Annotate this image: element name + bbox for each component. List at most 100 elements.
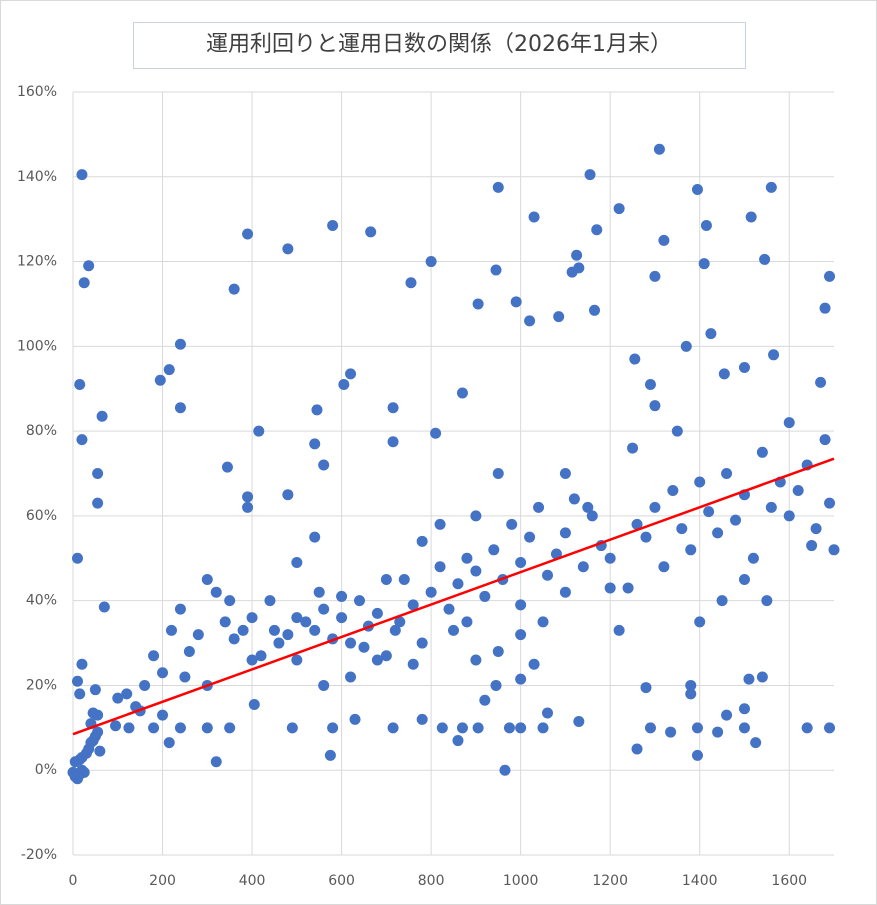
data-point	[248, 699, 260, 711]
data-point	[765, 181, 777, 193]
data-point	[407, 658, 419, 670]
data-point	[253, 425, 265, 437]
x-tick-label: 1400	[682, 873, 718, 889]
data-point	[192, 629, 204, 641]
data-point	[559, 468, 571, 479]
data-point	[824, 722, 836, 734]
data-point	[174, 722, 186, 734]
data-point	[349, 713, 361, 725]
data-point	[345, 637, 357, 649]
data-point	[568, 493, 580, 505]
data-point	[653, 143, 665, 155]
data-point	[163, 737, 175, 749]
data-point	[819, 434, 831, 446]
data-point	[640, 682, 652, 694]
data-point	[74, 378, 86, 390]
data-point	[499, 764, 511, 776]
data-point	[759, 253, 771, 265]
data-point	[550, 548, 562, 560]
data-point	[703, 506, 715, 518]
data-point	[622, 582, 634, 594]
data-point	[318, 679, 330, 691]
data-point	[667, 484, 679, 496]
y-tick-label: 20%	[26, 677, 57, 693]
y-tick-label: -20%	[21, 847, 57, 863]
data-point	[515, 629, 527, 641]
data-point	[492, 468, 504, 479]
data-point	[389, 624, 401, 636]
data-point	[613, 624, 625, 636]
data-point	[268, 624, 280, 636]
data-point	[815, 376, 827, 388]
data-point	[649, 400, 661, 412]
data-point	[528, 658, 540, 670]
data-point	[353, 595, 365, 607]
x-tick-label: 0	[69, 873, 78, 889]
data-point	[503, 722, 515, 734]
data-point	[83, 260, 95, 272]
data-point	[387, 402, 399, 414]
data-point	[712, 726, 724, 738]
data-point	[76, 434, 88, 446]
data-point	[685, 688, 697, 700]
data-point	[783, 510, 795, 522]
data-point	[380, 573, 392, 585]
data-point	[470, 510, 482, 522]
data-point	[524, 531, 536, 543]
data-point	[456, 387, 468, 399]
y-tick-label: 100%	[17, 338, 57, 354]
data-point	[631, 743, 643, 755]
data-point	[201, 722, 213, 734]
data-point	[436, 722, 448, 734]
data-point	[71, 675, 83, 687]
data-point	[676, 523, 688, 535]
data-point	[387, 722, 399, 734]
data-point	[604, 582, 616, 594]
data-point	[291, 612, 303, 624]
data-point	[345, 671, 357, 683]
data-point	[479, 590, 491, 602]
data-point	[416, 637, 428, 649]
data-point	[336, 590, 348, 602]
data-point	[665, 726, 677, 738]
x-tick-label: 200	[149, 873, 176, 889]
data-point	[658, 561, 670, 573]
data-point	[309, 624, 321, 636]
data-point	[286, 722, 298, 734]
data-point	[738, 703, 750, 715]
data-point	[738, 722, 750, 734]
data-point	[783, 417, 795, 429]
data-point	[324, 749, 336, 761]
data-point	[174, 338, 186, 350]
data-point	[313, 586, 325, 598]
data-point	[515, 557, 527, 569]
data-point	[405, 277, 417, 289]
data-point	[123, 722, 135, 734]
title-box	[133, 22, 746, 69]
data-point	[685, 679, 697, 691]
data-point	[242, 228, 254, 240]
data-point	[705, 328, 717, 340]
data-point	[644, 722, 656, 734]
data-point	[582, 501, 594, 513]
data-point	[631, 518, 643, 530]
data-point	[750, 737, 762, 749]
data-point	[264, 595, 276, 607]
data-point	[327, 722, 339, 734]
data-point	[92, 468, 104, 479]
data-point	[282, 629, 294, 641]
data-point	[98, 601, 110, 613]
data-point	[228, 283, 240, 295]
data-point	[416, 535, 428, 547]
data-point	[398, 573, 410, 585]
data-point	[456, 722, 468, 734]
y-tick-label: 140%	[17, 169, 57, 185]
y-tick-label: 0%	[35, 762, 57, 778]
data-point	[282, 243, 294, 255]
data-point	[237, 624, 249, 636]
data-point	[76, 169, 88, 181]
data-point	[311, 404, 323, 416]
